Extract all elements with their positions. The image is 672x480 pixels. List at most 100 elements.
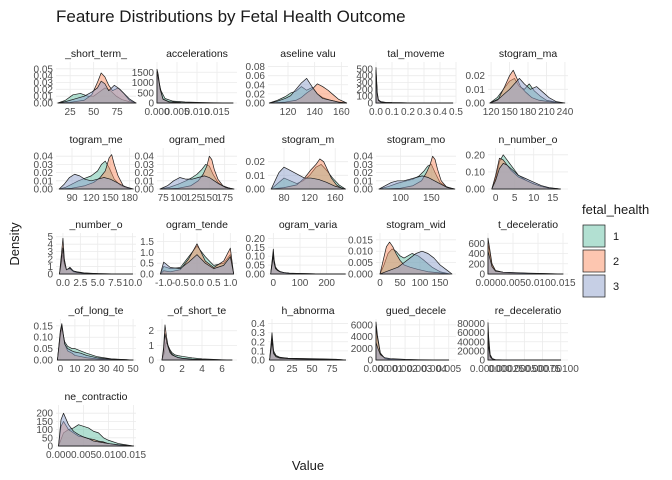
x-tick-label: 0.010 bbox=[525, 278, 550, 289]
x-tick-label: 0.0 bbox=[190, 278, 204, 289]
x-tick-label: 0.0 bbox=[369, 107, 383, 118]
facet-strip-label: _short_term_ bbox=[64, 48, 127, 60]
x-tick-label: 160 bbox=[333, 107, 350, 118]
x-tick-label: 0.0 bbox=[56, 278, 70, 289]
legend-label: 1 bbox=[613, 231, 619, 243]
facet-strip-label: stogram_mo bbox=[387, 134, 446, 146]
facet-strip-label: re_deceleratio bbox=[495, 305, 562, 317]
density-area-3 bbox=[156, 71, 234, 104]
y-tick-label: 5 bbox=[47, 232, 53, 243]
y-tick-label: 0.02 bbox=[34, 168, 54, 179]
y-tick-label: 0.02 bbox=[34, 85, 54, 96]
density-area-1 bbox=[487, 242, 564, 275]
density-area-3 bbox=[161, 333, 233, 361]
y-tick-label: 0 bbox=[367, 99, 373, 110]
y-tick-label: 0 bbox=[47, 442, 53, 453]
x-tick-label: 175 bbox=[216, 193, 233, 204]
x-tick-label: 100 bbox=[292, 278, 309, 289]
x-tick-label: 0.00075 bbox=[524, 364, 561, 375]
density-area-2 bbox=[161, 324, 233, 361]
facet-strip-label: t_deceleratio bbox=[498, 219, 558, 231]
x-tick-label: 0.5 bbox=[207, 278, 221, 289]
y-tick-label: 0.00 bbox=[246, 185, 266, 196]
y-tick-label: 400 bbox=[356, 71, 373, 82]
y-tick-label: 0 bbox=[479, 270, 485, 281]
x-tick-label: 6 bbox=[219, 364, 225, 375]
y-tick-label: 0.00 bbox=[34, 185, 54, 196]
x-tick-label: 15 bbox=[547, 193, 559, 204]
x-tick-label: 0.015 bbox=[550, 278, 575, 289]
y-tick-label: 6000 bbox=[351, 320, 374, 331]
x-tick-label: 0 bbox=[271, 278, 277, 289]
x-tick-label: 5 bbox=[512, 193, 518, 204]
facet-panel: _of_long_te 0 10 20 30 40 50 0.000.050.100.15 bbox=[34, 305, 140, 375]
y-tick-label: 0.05 bbox=[34, 344, 54, 355]
x-tick-label: 0.004 bbox=[422, 364, 447, 375]
facet-strip-label: tal_moveme bbox=[387, 48, 444, 60]
facet-panel: stogram_m 80 120 160 0.00 0.01 0.02 bbox=[246, 134, 348, 204]
facet-strip-label: aseline valu bbox=[280, 48, 336, 60]
x-tick-label: 0.4 bbox=[433, 107, 447, 118]
y-tick-label: 4000 bbox=[351, 332, 374, 343]
facet-strip-label: ne_contractio bbox=[64, 391, 127, 403]
x-tick-label: 0.010 bbox=[184, 107, 209, 118]
x-tick-label: 0 bbox=[493, 193, 499, 204]
legend: fetal_health 1 2 3 bbox=[582, 202, 649, 298]
facet-panel: stogram_wid 0 50 100 150 0.0000.0050.0100.015 bbox=[348, 219, 456, 289]
x-tick-label: 0.000 bbox=[363, 364, 388, 375]
y-tick-label: 0.04 bbox=[135, 152, 155, 163]
y-tick-label: 0.04 bbox=[354, 152, 374, 163]
x-tick-label: 7.5 bbox=[108, 278, 122, 289]
x-tick-label: 0.005 bbox=[500, 278, 525, 289]
x-tick-label: 0.010 bbox=[96, 450, 121, 461]
density-area-3 bbox=[487, 250, 564, 275]
y-tick-label: 0.2 bbox=[251, 337, 265, 348]
facet-panel: stogram_ma 120 150 180 210 240 0.00 0.01 0.02 bbox=[466, 48, 574, 118]
density-area-3 bbox=[268, 78, 348, 104]
y-tick-label: 1 bbox=[47, 262, 53, 273]
x-tick-label: 100 bbox=[170, 193, 187, 204]
x-tick-label: 75 bbox=[326, 364, 338, 375]
x-tick-label: 0.015 bbox=[121, 450, 146, 461]
x-tick-label: 50 bbox=[88, 107, 100, 118]
y-tick-label: 0.4 bbox=[251, 319, 265, 330]
density-area-3 bbox=[269, 341, 346, 361]
y-tick-label: 0.10 bbox=[34, 333, 54, 344]
x-tick-label: 1.0 bbox=[223, 278, 237, 289]
legend-key-2 bbox=[582, 249, 606, 273]
y-tick-label: 600 bbox=[468, 239, 485, 250]
y-tick-label: 400 bbox=[468, 249, 485, 260]
density-area-3 bbox=[378, 175, 456, 190]
facet-strip-label: _of_long_te bbox=[68, 305, 124, 317]
y-tick-label: 0.01 bbox=[354, 176, 374, 187]
x-tick-label: 0.001 bbox=[378, 364, 403, 375]
x-tick-label: 90 bbox=[66, 193, 78, 204]
y-tick-label: 0.02 bbox=[354, 168, 374, 179]
y-tick-label: 0.03 bbox=[354, 160, 374, 171]
y-tick-label: 0.01 bbox=[466, 85, 486, 96]
y-tick-label: 0.005 bbox=[348, 258, 373, 269]
y-tick-label: 1500 bbox=[132, 68, 155, 79]
x-tick-label: 25 bbox=[286, 364, 298, 375]
y-tick-label: 0.00 bbox=[135, 185, 155, 196]
density-area-2 bbox=[375, 69, 454, 104]
y-tick-label: 500 bbox=[356, 64, 373, 75]
facet-panel: re_deceleratio 0.000000.000250.000500.000… bbox=[457, 305, 579, 375]
x-tick-label: 0.5 bbox=[449, 107, 463, 118]
density-area-3 bbox=[57, 325, 134, 361]
y-tick-label: 0.02 bbox=[246, 157, 266, 168]
y-tick-label: 0.5 bbox=[140, 259, 154, 270]
x-tick-label: 120 bbox=[301, 193, 318, 204]
y-tick-label: 0.04 bbox=[34, 71, 54, 82]
y-tick-label: 200 bbox=[468, 259, 485, 270]
y-tick-label: 0 bbox=[367, 356, 373, 367]
x-tick-label: 40 bbox=[113, 364, 125, 375]
x-tick-label: 10 bbox=[528, 193, 540, 204]
density-area-3 bbox=[379, 250, 453, 275]
facet-panel: gued_decele 0.0000.0010.0020.0030.0040.00… bbox=[351, 305, 462, 375]
facet-strip-label: stogram_m bbox=[282, 134, 335, 146]
x-tick-label: 2.5 bbox=[73, 278, 87, 289]
legend-title: fetal_health bbox=[582, 202, 649, 217]
